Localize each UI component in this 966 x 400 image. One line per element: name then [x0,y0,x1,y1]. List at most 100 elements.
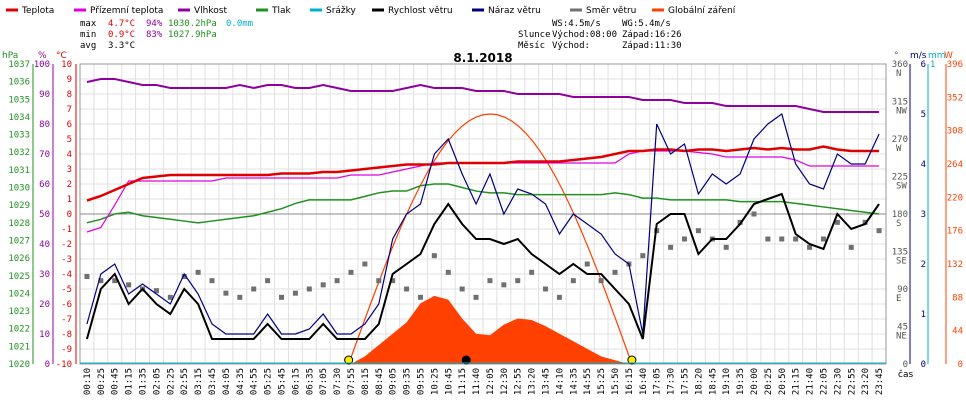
y-tick-degc: 6 [67,120,72,130]
moonset-marker [461,355,471,365]
y-tick-ms: 0 [921,360,926,370]
y-tick-dir: 0 [903,360,908,370]
y-tick-dir: 45 [897,323,908,333]
y-tick-degc: 3 [67,165,72,175]
y-tick-hpa: 1023 [8,307,30,317]
series-pressure [86,183,880,224]
sun-rise: Východ:08:00 [552,30,617,40]
x-tick-label: 22:05 [819,368,829,395]
wind-dir-point [556,294,562,300]
y-tick-dir: 225 [892,173,908,183]
wind-dir-point [251,286,257,292]
x-tick-label: 04:35 [236,368,246,395]
y-tick-hpa: 1026 [8,254,30,264]
unit-hpa: hPa [2,51,18,61]
stats-min-press: 1027.9hPa [168,30,217,40]
x-tick-label: 14:35 [569,368,579,395]
y-tick-dir: 315 [892,98,908,108]
clear-sky-arc [348,113,633,365]
unit-w: W [944,51,953,61]
moon-rise: Východ: [552,41,590,51]
sun-set: Západ:16:26 [622,30,682,40]
y-tick-hpa: 1020 [8,360,30,370]
y-tick-dir-card: W [896,144,902,154]
y-tick-degc: 1 [67,195,72,205]
x-tick-label: 16:40 [639,368,649,395]
wind-dir-point [779,236,785,242]
x-tick-label: 02:25 [166,368,176,395]
wind-dir-point [417,294,423,300]
y-tick-pct: 70 [39,150,50,160]
wind-dir-point [362,261,368,267]
y-tick-hpa: 1037 [8,60,30,70]
x-tick-label: 11:15 [458,368,468,395]
x-tick-label: 01:35 [139,368,149,395]
y-tick-w: 396 [947,60,963,70]
y-tick-dir-card: SE [896,257,907,267]
wind-dir-point [807,244,813,250]
wind-dir-point [209,278,215,284]
y-tick-degc: -2 [61,240,72,250]
wind-dir-point [348,269,354,275]
unit-pct: % [38,51,47,61]
legend-label: Globální záření [668,6,736,16]
y-tick-dir-card: SW [896,182,907,192]
y-tick-hpa: 1035 [8,95,30,105]
y-tick-w: 0 [958,360,963,370]
x-tick-label: 23:20 [861,368,871,395]
stats-min-label: min [80,30,96,40]
x-tick-label: 22:55 [847,368,857,395]
wind-ws: WS:4.5m/s [552,19,601,29]
x-tick-label: 05:25 [264,368,274,395]
y-tick-pct: 30 [39,270,50,280]
x-tick-label: 02:55 [180,368,190,395]
wind-dir-point [237,294,243,300]
series-humidity [86,78,880,113]
moon-label: Měsíc [518,41,545,51]
y-tick-dir-card: S [896,219,901,229]
wind-dir-point [876,228,882,234]
wind-dir-point [126,282,132,288]
x-tick-label: 23:45 [875,368,885,395]
y-tick-degc: -4 [61,270,72,280]
wind-dir-point [751,211,757,217]
stats-avg-temp: 3.3°C [108,41,135,51]
wind-dir-point [445,269,451,275]
y-tick-w: 308 [947,127,963,137]
legend-label: Srážky [326,6,357,16]
wind-dir-point [404,286,410,292]
unit-time: čas [898,369,913,380]
legend: Teplota Přízemní teplota Vlhkost Tlak Srážky… [6,6,736,16]
wind-dir-point [112,278,118,284]
stats-min-hum: 83% [146,30,163,40]
x-tick-label: 17:05 [653,368,663,395]
y-tick-hpa: 1024 [8,289,30,299]
y-tick-w: 132 [947,260,963,270]
unit-deg: ° [894,51,899,61]
y-tick-degc: -5 [61,285,72,295]
wind-dir-point [695,228,701,234]
wind-dir-point [765,236,771,242]
y-tick-degc: -10 [56,360,72,370]
y-tick-w: 176 [947,227,963,237]
info-block: WS:4.5m/s WG:5.4m/s Slunce Východ:08:00 … [518,19,682,51]
wind-dir-point [84,274,90,279]
x-tick-label: 20:00 [750,368,760,395]
y-tick-w: 88 [952,293,963,303]
sun-label: Slunce [518,30,551,40]
chart-title: 8.1.2018 [453,51,512,65]
x-tick-label: 06:15 [291,368,301,395]
wind-dir-point [570,278,576,284]
y-tick-ms: 3 [921,210,926,220]
series-gust [86,113,880,335]
wind-dir-point [612,269,618,275]
x-tick-label: 10:25 [430,368,440,395]
y-tick-w: 264 [947,160,963,170]
y-tick-pct: 0 [45,360,50,370]
grid [79,63,887,365]
unit-degc: °C [56,51,67,61]
x-tick-label: 12:05 [486,368,496,395]
x-tick-label: 10:45 [444,368,454,395]
x-tick-label: 06:35 [305,368,315,395]
